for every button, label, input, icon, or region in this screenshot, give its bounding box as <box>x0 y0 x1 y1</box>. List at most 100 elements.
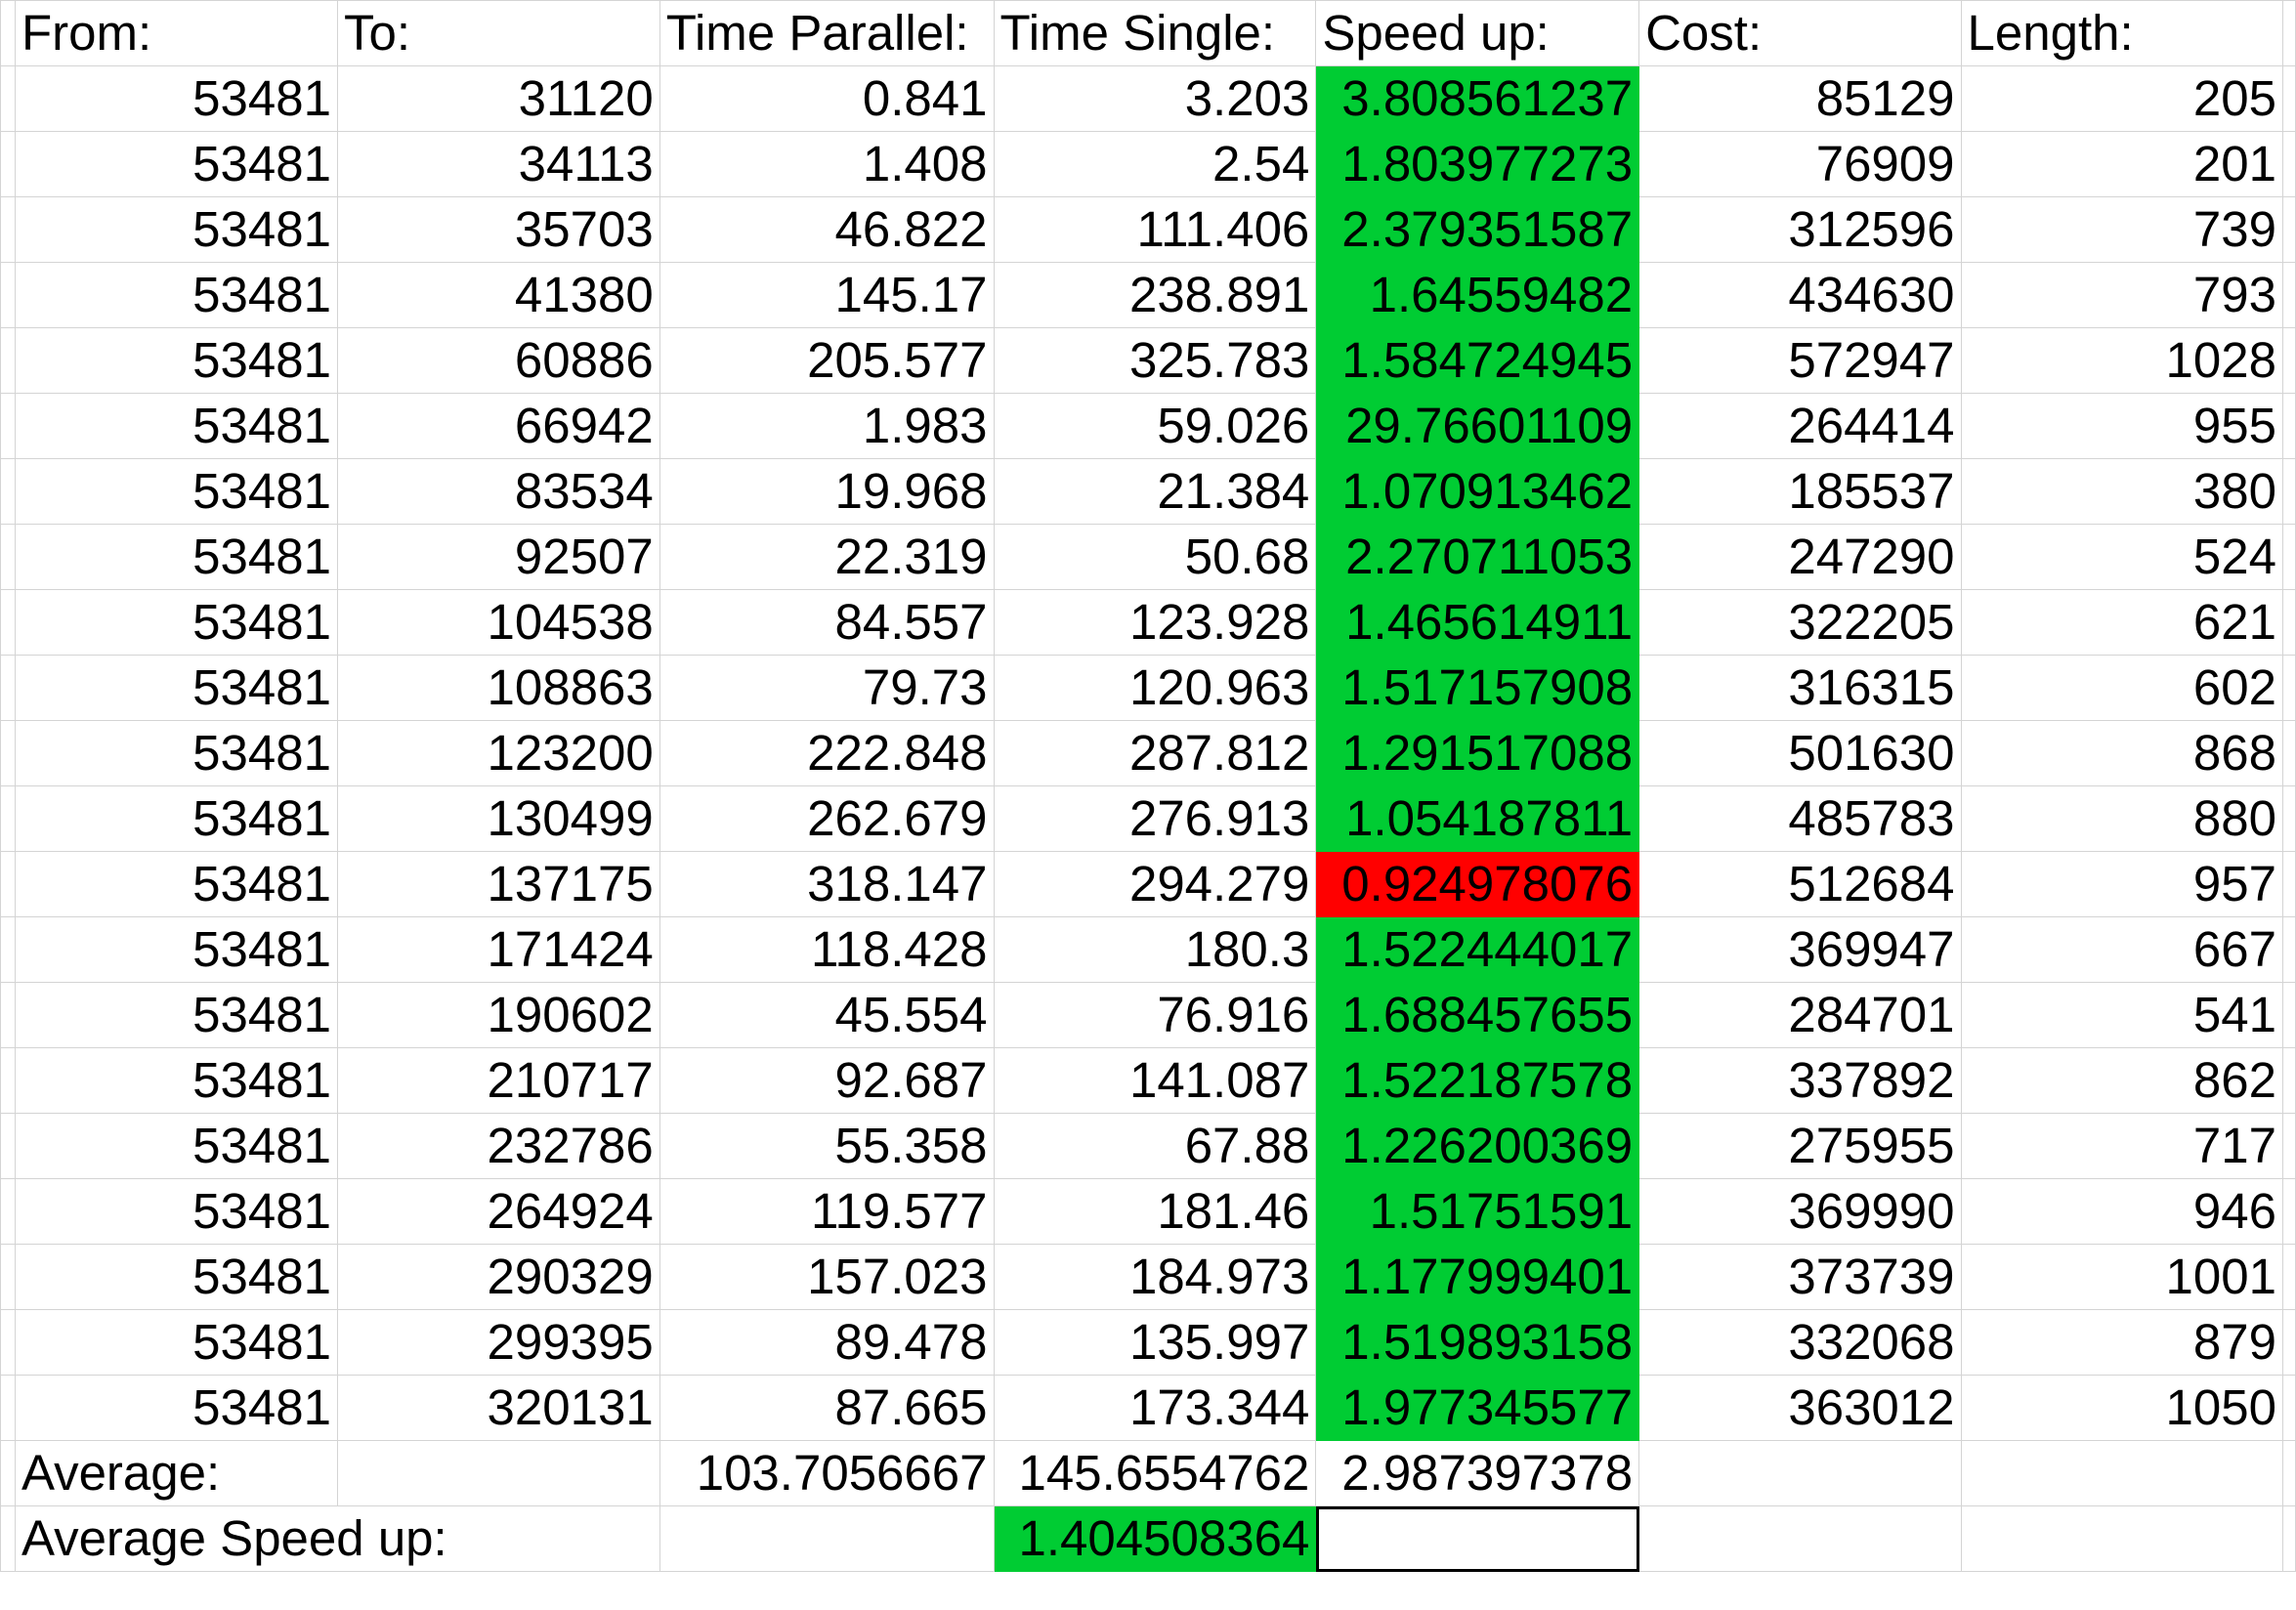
cell-time-single[interactable]: 173.344 <box>993 1375 1317 1441</box>
gutter-cell[interactable] <box>0 1113 16 1179</box>
cell-time-single[interactable]: 50.68 <box>993 524 1317 590</box>
cell-time-parallel[interactable]: 19.968 <box>659 458 995 525</box>
cell-speed-up[interactable]: 0.924978076 <box>1315 851 1640 917</box>
average-speed-up-label[interactable]: Average Speed up: <box>14 1505 660 1572</box>
header-cost[interactable]: Cost: <box>1638 0 1962 66</box>
cell-time-single[interactable]: 238.891 <box>993 262 1317 328</box>
cell-time-parallel[interactable]: 157.023 <box>659 1244 995 1310</box>
cell-time-single[interactable]: 3.203 <box>993 65 1317 132</box>
gutter-cell[interactable] <box>2281 720 2296 786</box>
cell-from[interactable]: 53481 <box>14 785 338 852</box>
cell-to[interactable]: 190602 <box>336 982 660 1048</box>
cell-to[interactable]: 108863 <box>336 655 660 721</box>
cell-from[interactable]: 53481 <box>14 1244 338 1310</box>
cell-to[interactable]: 320131 <box>336 1375 660 1441</box>
gutter-cell[interactable] <box>2281 131 2296 197</box>
cell-cost[interactable]: 284701 <box>1638 982 1962 1048</box>
cell-to[interactable]: 290329 <box>336 1244 660 1310</box>
cell-to[interactable]: 232786 <box>336 1113 660 1179</box>
average-time-parallel[interactable]: 103.7056667 <box>659 1440 995 1506</box>
gutter-cell[interactable] <box>2281 1113 2296 1179</box>
cell-length[interactable]: 793 <box>1960 262 2283 328</box>
cell-time-single[interactable]: 123.928 <box>993 589 1317 656</box>
cell-length[interactable]: 1028 <box>1960 327 2283 394</box>
gutter-cell[interactable] <box>2281 1375 2296 1441</box>
header-length[interactable]: Length: <box>1960 0 2283 66</box>
cell-time-parallel[interactable]: 1.408 <box>659 131 995 197</box>
cell-from[interactable]: 53481 <box>14 196 338 263</box>
cell-cost[interactable]: 485783 <box>1638 785 1962 852</box>
cell-speed-up[interactable]: 1.226200369 <box>1315 1113 1640 1179</box>
cell-speed-up[interactable]: 1.584724945 <box>1315 327 1640 394</box>
gutter-cell[interactable] <box>2281 196 2296 263</box>
cell-speed-up[interactable]: 1.977345577 <box>1315 1375 1640 1441</box>
cell-from[interactable]: 53481 <box>14 262 338 328</box>
cell-length[interactable]: 524 <box>1960 524 2283 590</box>
gutter-cell[interactable] <box>0 262 16 328</box>
cell-speed-up[interactable]: 1.517157908 <box>1315 655 1640 721</box>
cell-length[interactable]: 955 <box>1960 393 2283 459</box>
cell-time-parallel[interactable]: 45.554 <box>659 982 995 1048</box>
cell-to[interactable]: 41380 <box>336 262 660 328</box>
cell-speed-up[interactable]: 1.688457655 <box>1315 982 1640 1048</box>
cell-time-parallel[interactable]: 55.358 <box>659 1113 995 1179</box>
cell-from[interactable]: 53481 <box>14 131 338 197</box>
header-to[interactable]: To: <box>336 0 660 66</box>
cell-from[interactable]: 53481 <box>14 1113 338 1179</box>
gutter-cell[interactable] <box>0 720 16 786</box>
gutter-cell[interactable] <box>2281 1505 2296 1572</box>
gutter-cell[interactable] <box>0 196 16 263</box>
cell-to[interactable]: 264924 <box>336 1178 660 1245</box>
cell-time-single[interactable]: 181.46 <box>993 1178 1317 1245</box>
cell-time-parallel[interactable]: 87.665 <box>659 1375 995 1441</box>
cell-to[interactable]: 299395 <box>336 1309 660 1376</box>
cell-to[interactable]: 171424 <box>336 916 660 983</box>
gutter-cell[interactable] <box>2281 589 2296 656</box>
gutter-cell[interactable] <box>2281 982 2296 1048</box>
cell-cost[interactable]: 572947 <box>1638 327 1962 394</box>
cell-speed-up[interactable]: 2.379351587 <box>1315 196 1640 263</box>
cell-time-single[interactable]: 59.026 <box>993 393 1317 459</box>
gutter-cell[interactable] <box>0 785 16 852</box>
cell-speed-up[interactable]: 1.51751591 <box>1315 1178 1640 1245</box>
cell-time-single[interactable]: 184.973 <box>993 1244 1317 1310</box>
cell-length[interactable]: 717 <box>1960 1113 2283 1179</box>
empty-cell[interactable] <box>1960 1440 2283 1506</box>
cell-length[interactable]: 862 <box>1960 1047 2283 1114</box>
cell-time-single[interactable]: 67.88 <box>993 1113 1317 1179</box>
cell-length[interactable]: 739 <box>1960 196 2283 263</box>
gutter-cell[interactable] <box>2281 785 2296 852</box>
cell-cost[interactable]: 332068 <box>1638 1309 1962 1376</box>
cell-from[interactable]: 53481 <box>14 851 338 917</box>
cell-length[interactable]: 205 <box>1960 65 2283 132</box>
cell-from[interactable]: 53481 <box>14 65 338 132</box>
cell-cost[interactable]: 373739 <box>1638 1244 1962 1310</box>
cell-length[interactable]: 380 <box>1960 458 2283 525</box>
gutter-cell[interactable] <box>0 916 16 983</box>
gutter-cell[interactable] <box>2281 1244 2296 1310</box>
cell-cost[interactable]: 85129 <box>1638 65 1962 132</box>
cell-time-single[interactable]: 135.997 <box>993 1309 1317 1376</box>
cell-time-parallel[interactable]: 84.557 <box>659 589 995 656</box>
cell-time-single[interactable]: 141.087 <box>993 1047 1317 1114</box>
gutter-cell[interactable] <box>2281 655 2296 721</box>
cell-time-single[interactable]: 294.279 <box>993 851 1317 917</box>
cell-length[interactable]: 602 <box>1960 655 2283 721</box>
cell-from[interactable]: 53481 <box>14 982 338 1048</box>
cell-to[interactable]: 92507 <box>336 524 660 590</box>
gutter-cell[interactable] <box>2281 851 2296 917</box>
header-time-parallel[interactable]: Time Parallel: <box>659 0 995 66</box>
cell-time-parallel[interactable]: 0.841 <box>659 65 995 132</box>
cell-to[interactable]: 137175 <box>336 851 660 917</box>
cell-cost[interactable]: 512684 <box>1638 851 1962 917</box>
cell-cost[interactable]: 312596 <box>1638 196 1962 263</box>
gutter-cell[interactable] <box>0 1440 16 1506</box>
cell-time-parallel[interactable]: 222.848 <box>659 720 995 786</box>
cell-time-parallel[interactable]: 89.478 <box>659 1309 995 1376</box>
cell-cost[interactable]: 501630 <box>1638 720 1962 786</box>
cell-time-parallel[interactable]: 262.679 <box>659 785 995 852</box>
cell-speed-up[interactable]: 1.465614911 <box>1315 589 1640 656</box>
empty-cell[interactable] <box>659 1505 995 1572</box>
cell-time-parallel[interactable]: 22.319 <box>659 524 995 590</box>
selected-cell[interactable] <box>1315 1505 1640 1572</box>
